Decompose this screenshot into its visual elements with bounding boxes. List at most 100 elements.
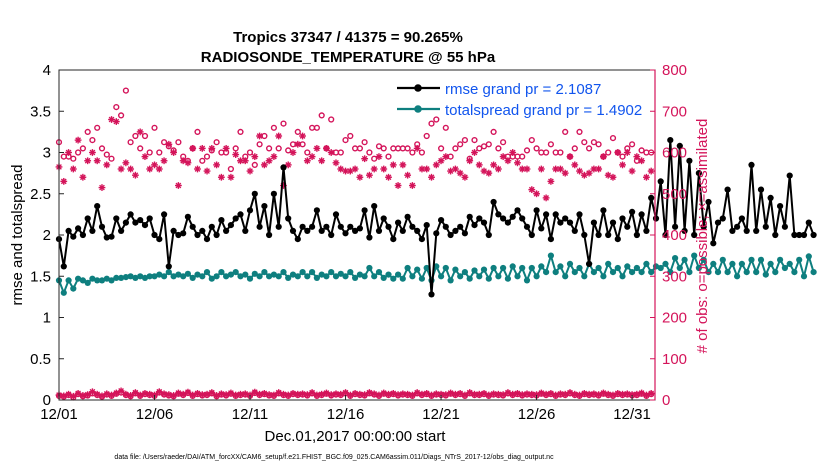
- rmse-point: [743, 227, 750, 234]
- rmse-point: [70, 233, 77, 240]
- totalspread-point: [686, 269, 693, 276]
- totalspread-point: [466, 275, 473, 282]
- rmse-point: [170, 227, 177, 234]
- obs-possible-point: [385, 153, 392, 160]
- rmse-point: [375, 227, 383, 234]
- y-left-tick-label: 0.5: [30, 351, 51, 368]
- rmse-point: [609, 219, 617, 226]
- totalspread-point: [777, 256, 784, 263]
- totalspread-point: [194, 271, 201, 278]
- totalspread-point: [743, 269, 750, 276]
- totalspread-point: [719, 256, 726, 263]
- obs-possible-point: [256, 141, 263, 148]
- totalspread-point: [562, 273, 569, 280]
- obs-assimilated-point: [399, 390, 407, 398]
- y-axis-right: 0 100 200 300 400 500 600 700 800: [650, 62, 687, 409]
- obs-possible-point: [409, 149, 416, 156]
- obs-assimilated-point: [127, 392, 135, 399]
- obs-assimilated-point: [170, 149, 178, 156]
- rmse-point: [772, 231, 779, 239]
- obs-assimilated-point: [609, 173, 617, 181]
- totalspread-point: [667, 269, 674, 276]
- y-axis-left-label: rmse and totalspread: [9, 165, 26, 306]
- y-right-tick-label: 400: [662, 227, 687, 244]
- totalspread-point: [691, 252, 698, 259]
- obs-possible-point: [461, 137, 469, 144]
- obs-assimilated-point: [122, 159, 130, 167]
- obs-assimilated-point: [394, 182, 402, 189]
- totalspread-point: [452, 266, 459, 273]
- totalspread-point: [657, 264, 664, 272]
- obs-assimilated-point: [170, 392, 178, 399]
- rmse-point: [590, 219, 598, 226]
- totalspread-point: [332, 273, 340, 280]
- rmse-point: [337, 223, 344, 230]
- obs-assimilated-point: [213, 161, 220, 169]
- obs-assimilated-point: [542, 390, 550, 398]
- obs-possible-point: [203, 153, 211, 160]
- totalspread-point: [318, 271, 325, 278]
- obs-assimilated-point: [623, 390, 631, 398]
- rmse-point: [586, 260, 593, 267]
- totalspread-point: [519, 264, 526, 272]
- obs-assimilated-point: [423, 165, 431, 173]
- obs-possible-point: [70, 155, 77, 162]
- rmse-point: [108, 233, 115, 240]
- obs-assimilated-point: [69, 165, 77, 173]
- obs-assimilated-point: [194, 165, 201, 173]
- obs-assimilated-point: [289, 390, 297, 397]
- rmse-point: [242, 227, 249, 234]
- totalspread-point: [619, 273, 626, 280]
- obs-assimilated-point: [342, 389, 349, 396]
- x-tick-label: 12/31: [613, 406, 651, 423]
- obs-possible-point: [280, 120, 287, 127]
- totalspread-point: [471, 267, 478, 274]
- totalspread-point: [161, 273, 168, 280]
- totalspread-point: [500, 264, 507, 272]
- obs-possible-point: [94, 124, 101, 131]
- rmse-point: [194, 231, 201, 239]
- totalspread-point: [175, 271, 182, 278]
- obs-assimilated-point: [189, 144, 197, 152]
- rmse-point: [332, 211, 340, 218]
- rmse-point: [691, 231, 698, 239]
- obs-assimilated-point: [79, 392, 87, 399]
- obs-possible-point: [609, 135, 617, 142]
- totalspread-point: [480, 266, 488, 273]
- totalspread-point: [461, 269, 468, 276]
- obs-assimilated-point: [351, 390, 359, 397]
- obs-assimilated-point: [227, 173, 235, 181]
- obs-assimilated-point: [84, 391, 92, 399]
- rmse-point: [60, 263, 67, 270]
- rmse-point: [122, 219, 129, 226]
- totalspread-point: [800, 273, 808, 280]
- obs-assimilated-point: [504, 157, 512, 165]
- totalspread-point: [146, 273, 153, 280]
- totalspread-point: [714, 269, 722, 276]
- x-axis: 12/01 12/06 12/11 12/16 12/21 12/26 12/31: [40, 395, 651, 423]
- obs-possible-point: [237, 128, 244, 136]
- obs-possible-point: [127, 139, 134, 146]
- totalspread-point: [523, 277, 531, 284]
- rmse-point: [614, 236, 621, 243]
- totalspread-point: [261, 269, 268, 276]
- x-tick-label: 12/06: [136, 406, 174, 423]
- obs-assimilated-point: [547, 177, 555, 185]
- obs-assimilated-point: [428, 173, 435, 181]
- obs-assimilated-point: [370, 165, 378, 173]
- obs-assimilated-point: [523, 165, 531, 173]
- obs-assimilated-point: [408, 182, 416, 189]
- obs-assimilated-point: [404, 171, 412, 179]
- obs-assimilated-point: [194, 390, 201, 397]
- totalspread-point: [256, 273, 263, 280]
- obs-assimilated-point: [643, 173, 650, 181]
- rmse-point: [619, 215, 626, 222]
- rmse-point: [581, 231, 588, 239]
- obs-assimilated-point: [485, 169, 493, 177]
- totalspread-point: [805, 253, 812, 260]
- totalspread-point: [724, 269, 731, 276]
- totalspread-point: [165, 269, 172, 276]
- totalspread-point: [504, 275, 511, 282]
- rmse-point: [447, 231, 454, 239]
- obs-possible-point: [490, 128, 497, 136]
